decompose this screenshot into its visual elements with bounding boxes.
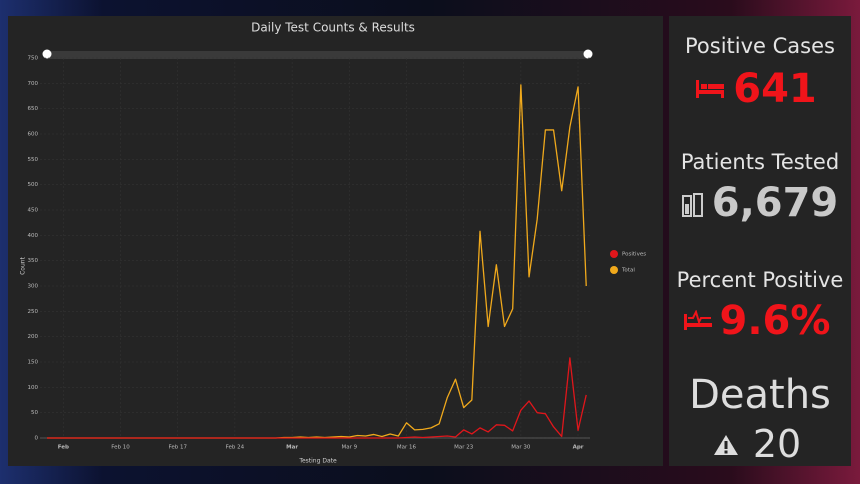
x-tick-label: Mar [286, 445, 298, 451]
test-icon [682, 193, 703, 217]
y-tick-label: 750 [28, 56, 39, 62]
stat-label: Percent Positive [676, 268, 844, 292]
y-tick-label: 100 [28, 385, 39, 391]
slider-handle[interactable] [583, 49, 593, 59]
x-tick-label: Feb 24 [226, 445, 245, 451]
y-tick-label: 150 [28, 360, 39, 366]
x-tick-label: Mar 9 [341, 445, 357, 451]
legend-label: Positives [622, 252, 646, 258]
x-tick-label: Apr [573, 445, 584, 451]
x-axis-title: Testing Date [298, 458, 337, 465]
x-tick-label: Mar 30 [511, 445, 531, 451]
y-tick-label: 400 [28, 233, 39, 239]
data-line [47, 357, 587, 439]
y-tick-label: 250 [28, 309, 39, 315]
y-axis-title: Count [20, 256, 27, 274]
warning-icon [714, 435, 738, 455]
legend-label: Total [621, 268, 635, 274]
bed-pulse-icon [684, 310, 712, 330]
y-tick-label: 550 [28, 157, 39, 163]
x-tick-label: Feb 10 [111, 445, 130, 451]
y-tick-label: 650 [28, 106, 39, 112]
slider-handle[interactable] [42, 49, 52, 59]
x-tick-label: Mar 16 [397, 445, 417, 451]
y-tick-label: 700 [28, 81, 39, 87]
y-tick-label: 0 [35, 436, 39, 442]
y-tick-label: 500 [28, 182, 39, 188]
y-tick-label: 350 [28, 258, 39, 264]
chart-background [8, 16, 663, 466]
stat-value: 9.6% [719, 298, 831, 344]
stat-value: 6,679 [711, 180, 839, 226]
x-tick-label: Feb [58, 445, 69, 451]
stat-label: Deaths [689, 372, 831, 418]
legend-swatch [610, 250, 618, 258]
chart-title: Daily Test Counts & Results [251, 21, 415, 35]
x-tick-label: Mar 23 [454, 445, 474, 451]
stat-value: 641 [733, 66, 817, 112]
y-tick-label: 300 [28, 284, 39, 290]
legend-swatch [610, 266, 618, 274]
stats-panel: Positive Cases 641 Patients Tested 6,679… [669, 16, 851, 466]
y-tick-label: 200 [28, 334, 39, 340]
bed-icon [696, 80, 724, 98]
chart: Daily Test Counts & Results Count Testin… [8, 16, 663, 466]
range-slider[interactable] [47, 51, 588, 59]
y-tick-label: 50 [31, 410, 38, 416]
stat-label: Positive Cases [685, 34, 835, 58]
stat-label: Patients Tested [680, 150, 840, 174]
y-tick-label: 450 [28, 208, 39, 214]
stat-value: 20 [752, 422, 802, 466]
y-tick-label: 600 [28, 132, 39, 138]
x-tick-label: Feb 17 [168, 445, 187, 451]
